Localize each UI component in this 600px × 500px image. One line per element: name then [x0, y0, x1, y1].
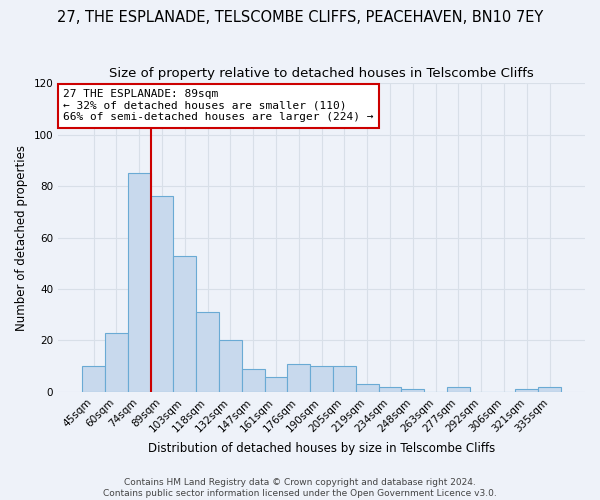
- Bar: [151, 196, 173, 392]
- Bar: [82, 366, 105, 392]
- Bar: [447, 387, 470, 392]
- X-axis label: Distribution of detached houses by size in Telscombe Cliffs: Distribution of detached houses by size …: [148, 442, 495, 455]
- Bar: [128, 173, 151, 392]
- Text: Contains HM Land Registry data © Crown copyright and database right 2024.
Contai: Contains HM Land Registry data © Crown c…: [103, 478, 497, 498]
- Text: 27 THE ESPLANADE: 89sqm
← 32% of detached houses are smaller (110)
66% of semi-d: 27 THE ESPLANADE: 89sqm ← 32% of detache…: [64, 89, 374, 122]
- Text: 27, THE ESPLANADE, TELSCOMBE CLIFFS, PEACEHAVEN, BN10 7EY: 27, THE ESPLANADE, TELSCOMBE CLIFFS, PEA…: [57, 10, 543, 25]
- Bar: [333, 366, 356, 392]
- Bar: [196, 312, 219, 392]
- Title: Size of property relative to detached houses in Telscombe Cliffs: Size of property relative to detached ho…: [109, 68, 534, 80]
- Bar: [105, 332, 128, 392]
- Bar: [287, 364, 310, 392]
- Bar: [310, 366, 333, 392]
- Bar: [356, 384, 379, 392]
- Bar: [538, 387, 561, 392]
- Bar: [173, 256, 196, 392]
- Bar: [219, 340, 242, 392]
- Bar: [379, 387, 401, 392]
- Bar: [401, 390, 424, 392]
- Y-axis label: Number of detached properties: Number of detached properties: [15, 144, 28, 330]
- Bar: [515, 390, 538, 392]
- Bar: [242, 369, 265, 392]
- Bar: [265, 376, 287, 392]
